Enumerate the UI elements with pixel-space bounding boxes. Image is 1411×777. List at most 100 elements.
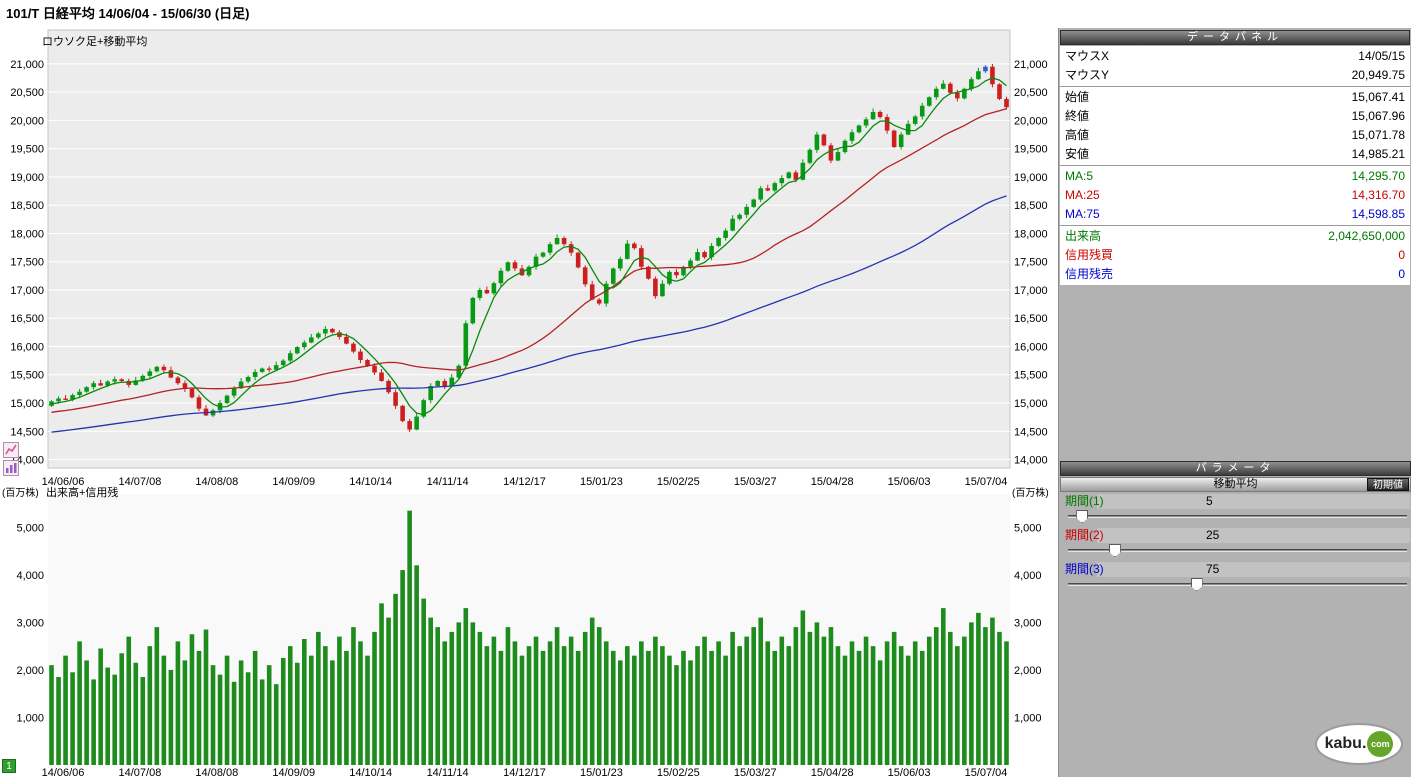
slider-thumb[interactable]	[1108, 544, 1121, 557]
price-y-axis-label: 16,500	[10, 313, 44, 325]
data-value: 15,071.78	[1351, 128, 1405, 142]
data-row-open: 始値 15,067.41	[1060, 88, 1410, 107]
reset-default-button[interactable]: 初期値	[1367, 478, 1409, 491]
x-axis-date-label: 14/09/09	[272, 476, 315, 488]
volume-chart-label: 出来高+信用残	[46, 487, 119, 499]
x-axis-date-label: 15/07/04	[965, 767, 1008, 777]
moving-average-subheader: 移動平均 初期値	[1060, 477, 1411, 492]
param-row-period2: 期間(2) 25	[1059, 526, 1411, 560]
volume-y-axis-label: 5,000	[1014, 522, 1042, 534]
x-axis-date-label: 14/06/06	[42, 476, 85, 488]
price-y-axis-label: 19,500	[1014, 144, 1048, 156]
chart-area: 14,000 14,000 14,500 14,500 15,000 15,000 15,5…	[0, 28, 1058, 777]
x-axis-date-label: 14/11/14	[427, 476, 469, 488]
price-y-axis-label: 17,000	[1014, 285, 1048, 297]
data-label: マウスX	[1065, 49, 1110, 63]
x-axis-date-label: 14/08/08	[195, 767, 238, 777]
param-label: 期間(3)	[1065, 562, 1104, 576]
chart-title: 101/T 日経平均 14/06/04 - 15/06/30 (日足)	[6, 6, 250, 21]
slider-thumb[interactable]	[1190, 578, 1203, 591]
param-value: 75	[1206, 562, 1220, 576]
price-y-axis-label: 17,000	[10, 285, 44, 297]
slider-thumb[interactable]	[1076, 510, 1089, 523]
logo-badge: com	[1367, 731, 1394, 757]
data-label: 終値	[1065, 109, 1090, 123]
price-y-axis-label: 20,500	[10, 87, 44, 99]
moving-average-label: 移動平均	[1213, 478, 1258, 490]
price-y-axis-label: 18,000	[10, 228, 44, 240]
price-y-axis-label: 20,000	[1014, 115, 1048, 127]
gridlines	[48, 63, 1010, 461]
price-y-axis-label: 15,000	[10, 398, 44, 410]
data-row-margin-sell: 信用残売 0	[1060, 265, 1410, 284]
price-y-axis-label: 19,000	[10, 172, 44, 184]
data-row-ma5: MA:5 14,295.70	[1060, 167, 1410, 186]
volume-unit-right: (百万株)	[1012, 488, 1049, 499]
volume-y-axis-label: 3,000	[16, 617, 44, 629]
logo-text: kabu.	[1324, 735, 1367, 752]
x-axis-date-label: 14/07/08	[119, 767, 162, 777]
data-label: 高値	[1065, 128, 1090, 142]
volume-y-axis-label: 2,000	[1014, 665, 1042, 677]
divider	[1060, 225, 1410, 226]
volume-label-row: (百万株) 出来高+信用残 (百万株)	[0, 484, 1058, 499]
volume-unit-left: (百万株)	[2, 488, 39, 499]
indicator-tool-icon[interactable]	[3, 460, 19, 476]
price-chart-label: ロウソク足+移動平均	[42, 36, 148, 48]
data-label: 始値	[1065, 90, 1090, 104]
x-axis-date-label: 14/07/08	[119, 476, 162, 488]
param-label: 期間(2)	[1065, 528, 1104, 542]
param-value: 25	[1206, 528, 1220, 542]
price-y-axis-label: 21,000	[1014, 59, 1048, 71]
side-panel: データパネル マウスX 14/05/15 マウスY 20,949.75 始値 1…	[1058, 28, 1411, 777]
x-axis-date-label: 15/07/04	[965, 476, 1008, 488]
divider	[1060, 86, 1410, 87]
x-axis-date-label: 15/01/23	[580, 476, 623, 488]
price-y-axis-label: 14,500	[10, 426, 44, 438]
param-row-period3: 期間(3) 75	[1059, 560, 1411, 594]
x-axis-date-label: 15/01/23	[580, 767, 623, 777]
ma5-line	[51, 77, 1007, 416]
data-label: 信用残買	[1065, 248, 1114, 262]
price-y-axis-label: 15,500	[10, 370, 44, 382]
volume-y-axis-label: 4,000	[16, 570, 44, 582]
divider	[1060, 165, 1410, 166]
volume-y-axis-label: 3,000	[1014, 617, 1042, 629]
volume-y-axis-label: 5,000	[16, 522, 44, 534]
data-value: 2,042,650,000	[1328, 229, 1405, 243]
price-y-axis-label: 16,000	[10, 341, 44, 353]
data-value: 20,949.75	[1351, 68, 1405, 82]
parameter-panel-header: パラメータ	[1060, 461, 1411, 476]
page-indicator[interactable]: 1	[2, 759, 16, 773]
data-label: マウスY	[1065, 68, 1110, 82]
param-value: 5	[1206, 494, 1213, 508]
param-label: 期間(1)	[1065, 494, 1104, 508]
data-value: 14,985.21	[1351, 147, 1405, 161]
slider-track[interactable]	[1068, 544, 1407, 557]
data-row-high: 高値 15,071.78	[1060, 126, 1410, 145]
price-y-axis-label: 15,500	[1014, 370, 1048, 382]
data-value: 0	[1398, 267, 1405, 281]
x-axis-date-label: 15/02/25	[657, 476, 700, 488]
data-panel: マウスX 14/05/15 マウスY 20,949.75 始値 15,067.4…	[1060, 46, 1410, 285]
parameter-section: パラメータ 移動平均 初期値 期間(1) 5 期間(2) 25	[1059, 459, 1411, 594]
data-row-mouse-x: マウスX 14/05/15	[1060, 47, 1410, 66]
param-value-strip	[1097, 528, 1410, 543]
volume-series	[49, 510, 1009, 765]
x-axis-date-label: 14/12/17	[503, 767, 546, 777]
candlestick-tool-icon[interactable]	[3, 442, 19, 458]
volume-y-axis-label: 1,000	[16, 712, 44, 724]
x-axis-date-label: 14/09/09	[272, 767, 315, 777]
data-row-ma75: MA:75 14,598.85	[1060, 205, 1410, 224]
slider-track[interactable]	[1068, 510, 1407, 523]
volume-y-axis-label: 1,000	[1014, 712, 1042, 724]
slider-track[interactable]	[1068, 578, 1407, 591]
price-y-axis-label: 19,500	[10, 144, 44, 156]
price-y-axis-label: 20,500	[1014, 87, 1048, 99]
price-y-axis-label: 17,500	[10, 257, 44, 269]
data-label: 安値	[1065, 147, 1090, 161]
param-value-strip	[1097, 562, 1410, 577]
